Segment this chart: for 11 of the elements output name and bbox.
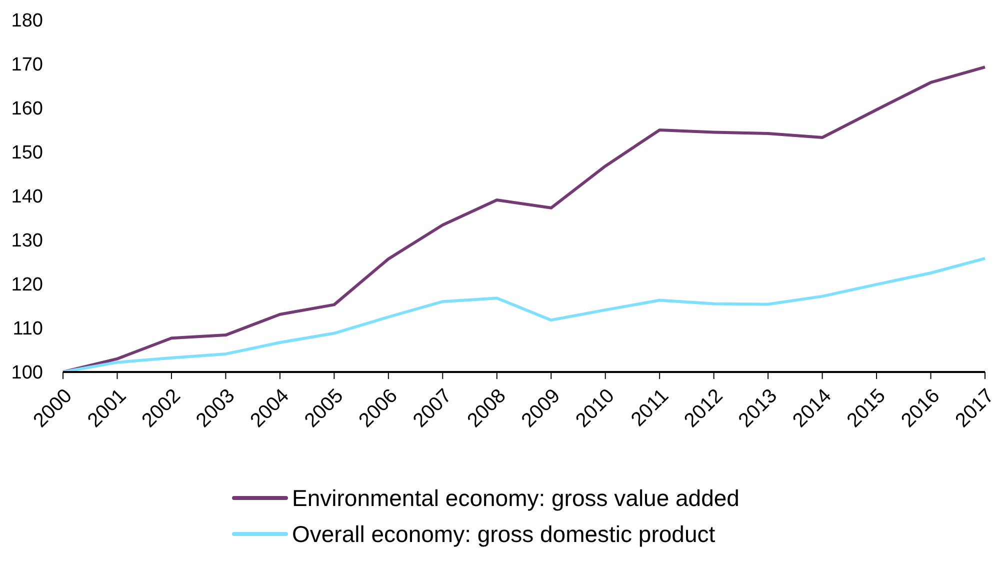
y-tick-label: 160 bbox=[11, 98, 43, 120]
legend-label: Environmental economy: gross value added bbox=[292, 484, 740, 512]
y-tick-label: 140 bbox=[11, 186, 43, 208]
y-tick-label: 110 bbox=[12, 318, 43, 340]
y-tick-label: 120 bbox=[11, 274, 43, 296]
y-tick-label: 170 bbox=[11, 54, 43, 76]
y-tick-label: 180 bbox=[11, 10, 43, 32]
y-tick-label: 130 bbox=[11, 230, 43, 252]
legend-label: Overall economy: gross domestic product bbox=[292, 520, 716, 548]
y-tick-label: 150 bbox=[11, 142, 43, 164]
y-tick-label: 100 bbox=[11, 362, 43, 384]
